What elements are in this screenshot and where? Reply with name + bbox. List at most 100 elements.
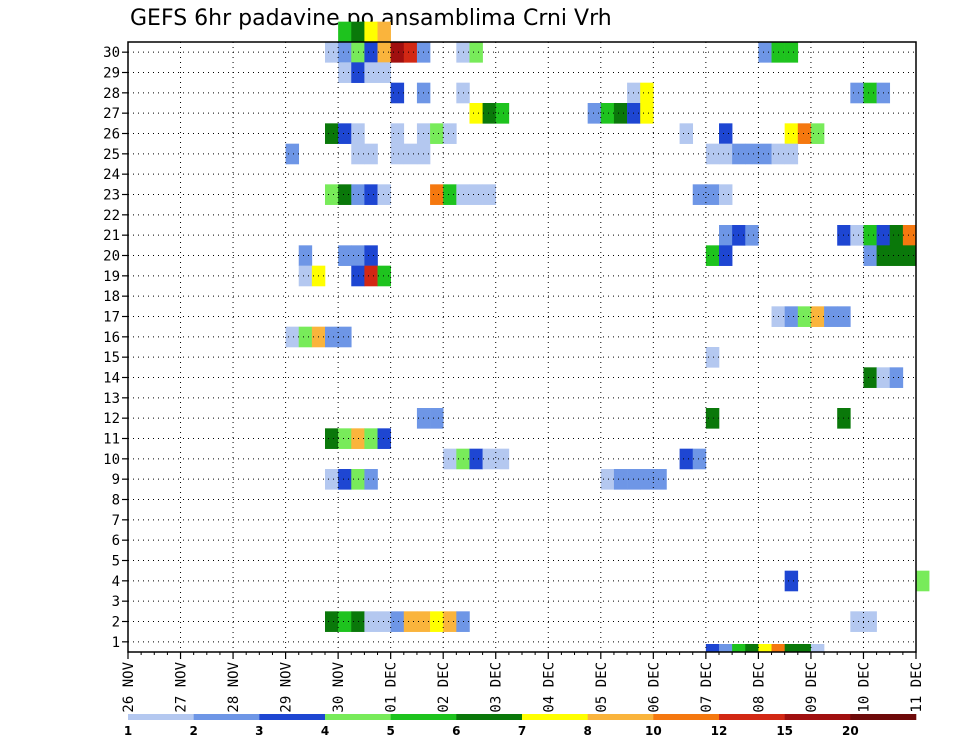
heat-cell	[364, 611, 378, 632]
heat-cell	[338, 21, 352, 43]
heat-cell	[784, 306, 799, 327]
heat-cell	[390, 123, 405, 144]
heat-cell	[653, 469, 667, 490]
heat-cell	[600, 469, 615, 490]
heat-cell	[338, 428, 352, 449]
heat-cell	[705, 408, 720, 429]
heat-cell	[364, 42, 378, 63]
heat-cell	[351, 42, 365, 63]
y-tick-label: 13	[103, 391, 120, 407]
heat-cell	[364, 143, 378, 165]
heat-cell	[430, 123, 444, 144]
heat-cell	[863, 82, 877, 104]
heat-cell	[889, 245, 904, 266]
x-tick-label: 10 DEC	[856, 662, 872, 713]
heat-cell	[613, 469, 628, 490]
x-tick-label: 27 NOV	[174, 661, 190, 712]
heat-cell	[430, 184, 444, 205]
legend-label: 7	[518, 724, 526, 738]
x-tick-label: 01 DEC	[384, 662, 400, 713]
legend-label: 4	[321, 724, 329, 738]
heat-cell	[338, 469, 352, 490]
y-tick-label: 24	[103, 167, 120, 183]
legend-swatch	[784, 714, 851, 720]
heat-cell	[325, 42, 339, 63]
heat-cell	[403, 611, 418, 632]
heat-cell	[771, 644, 785, 653]
y-tick-label: 16	[103, 330, 120, 346]
y-tick-label: 9	[112, 472, 120, 488]
legend-swatch	[456, 714, 523, 720]
data-cells	[285, 21, 930, 653]
heat-cell	[587, 103, 602, 124]
heat-cell	[640, 82, 654, 104]
heat-cell	[351, 143, 365, 165]
x-tick-label: 05 DEC	[594, 662, 610, 713]
heat-cell	[850, 225, 864, 246]
heat-cell	[364, 265, 378, 287]
heat-cell	[325, 469, 339, 490]
heat-cell	[758, 143, 772, 165]
legend-label: 10	[645, 724, 662, 738]
legend-label: 1	[124, 724, 132, 738]
heat-cell	[338, 245, 352, 266]
heat-cell	[430, 408, 444, 429]
heat-cell	[364, 428, 378, 449]
y-tick-label: 25	[103, 147, 120, 163]
heat-cell	[850, 611, 864, 632]
legend-swatch	[128, 714, 194, 720]
heat-cell	[298, 245, 313, 266]
heat-cell	[495, 103, 510, 124]
y-tick-label: 6	[112, 533, 120, 549]
x-axis: 26 NOV 27 NOV 28 NOV 29 NOV 30 NOV 01 DEC 02 D…	[121, 652, 925, 713]
x-tick-label: 29 NOV	[279, 661, 295, 712]
legend-swatch	[719, 714, 785, 720]
legend-swatch	[850, 714, 917, 720]
heat-cell	[640, 103, 654, 124]
y-tick-label: 14	[103, 371, 120, 387]
heat-cell	[469, 184, 483, 205]
heat-cell	[482, 184, 497, 205]
x-tick-label: 04 DEC	[541, 662, 557, 713]
heat-cell	[377, 21, 391, 43]
y-tick-label: 5	[112, 554, 120, 570]
heat-cell	[285, 326, 300, 348]
heat-cell	[797, 123, 812, 144]
legend-swatch	[193, 714, 260, 720]
heat-cell	[351, 62, 365, 83]
heat-cell	[285, 143, 300, 165]
heat-cell	[377, 42, 391, 63]
heat-cell	[692, 184, 707, 205]
heat-cell	[390, 143, 405, 165]
heat-cell	[745, 644, 759, 653]
heat-cell	[377, 428, 391, 449]
heat-cell	[390, 82, 405, 104]
heat-cell	[338, 326, 352, 348]
heat-cell	[325, 123, 339, 144]
heat-cell	[758, 644, 772, 653]
y-tick-label: 4	[112, 574, 120, 590]
y-tick-label: 19	[103, 269, 120, 285]
legend-label: 20	[842, 724, 859, 738]
y-tick-label: 3	[112, 594, 120, 610]
heat-cell	[443, 123, 457, 144]
heat-cell	[377, 62, 391, 83]
legend-swatch	[522, 714, 588, 720]
heat-cell	[719, 644, 733, 653]
heat-cell	[705, 245, 720, 266]
heat-cell	[325, 184, 339, 205]
legend-label: 6	[452, 724, 460, 738]
y-tick-label: 20	[103, 249, 120, 265]
heat-cell	[824, 306, 838, 327]
heat-cell	[325, 611, 339, 632]
legend-swatch	[587, 714, 654, 720]
heat-cell	[338, 42, 352, 63]
heat-cell	[338, 62, 352, 83]
y-tick-label: 10	[103, 452, 120, 468]
x-tick-label: 02 DEC	[436, 662, 452, 713]
y-tick-label: 28	[103, 86, 120, 102]
heat-cell	[784, 570, 799, 592]
heat-cell	[469, 448, 483, 470]
heat-cell	[338, 184, 352, 205]
y-tick-label: 11	[103, 432, 120, 448]
